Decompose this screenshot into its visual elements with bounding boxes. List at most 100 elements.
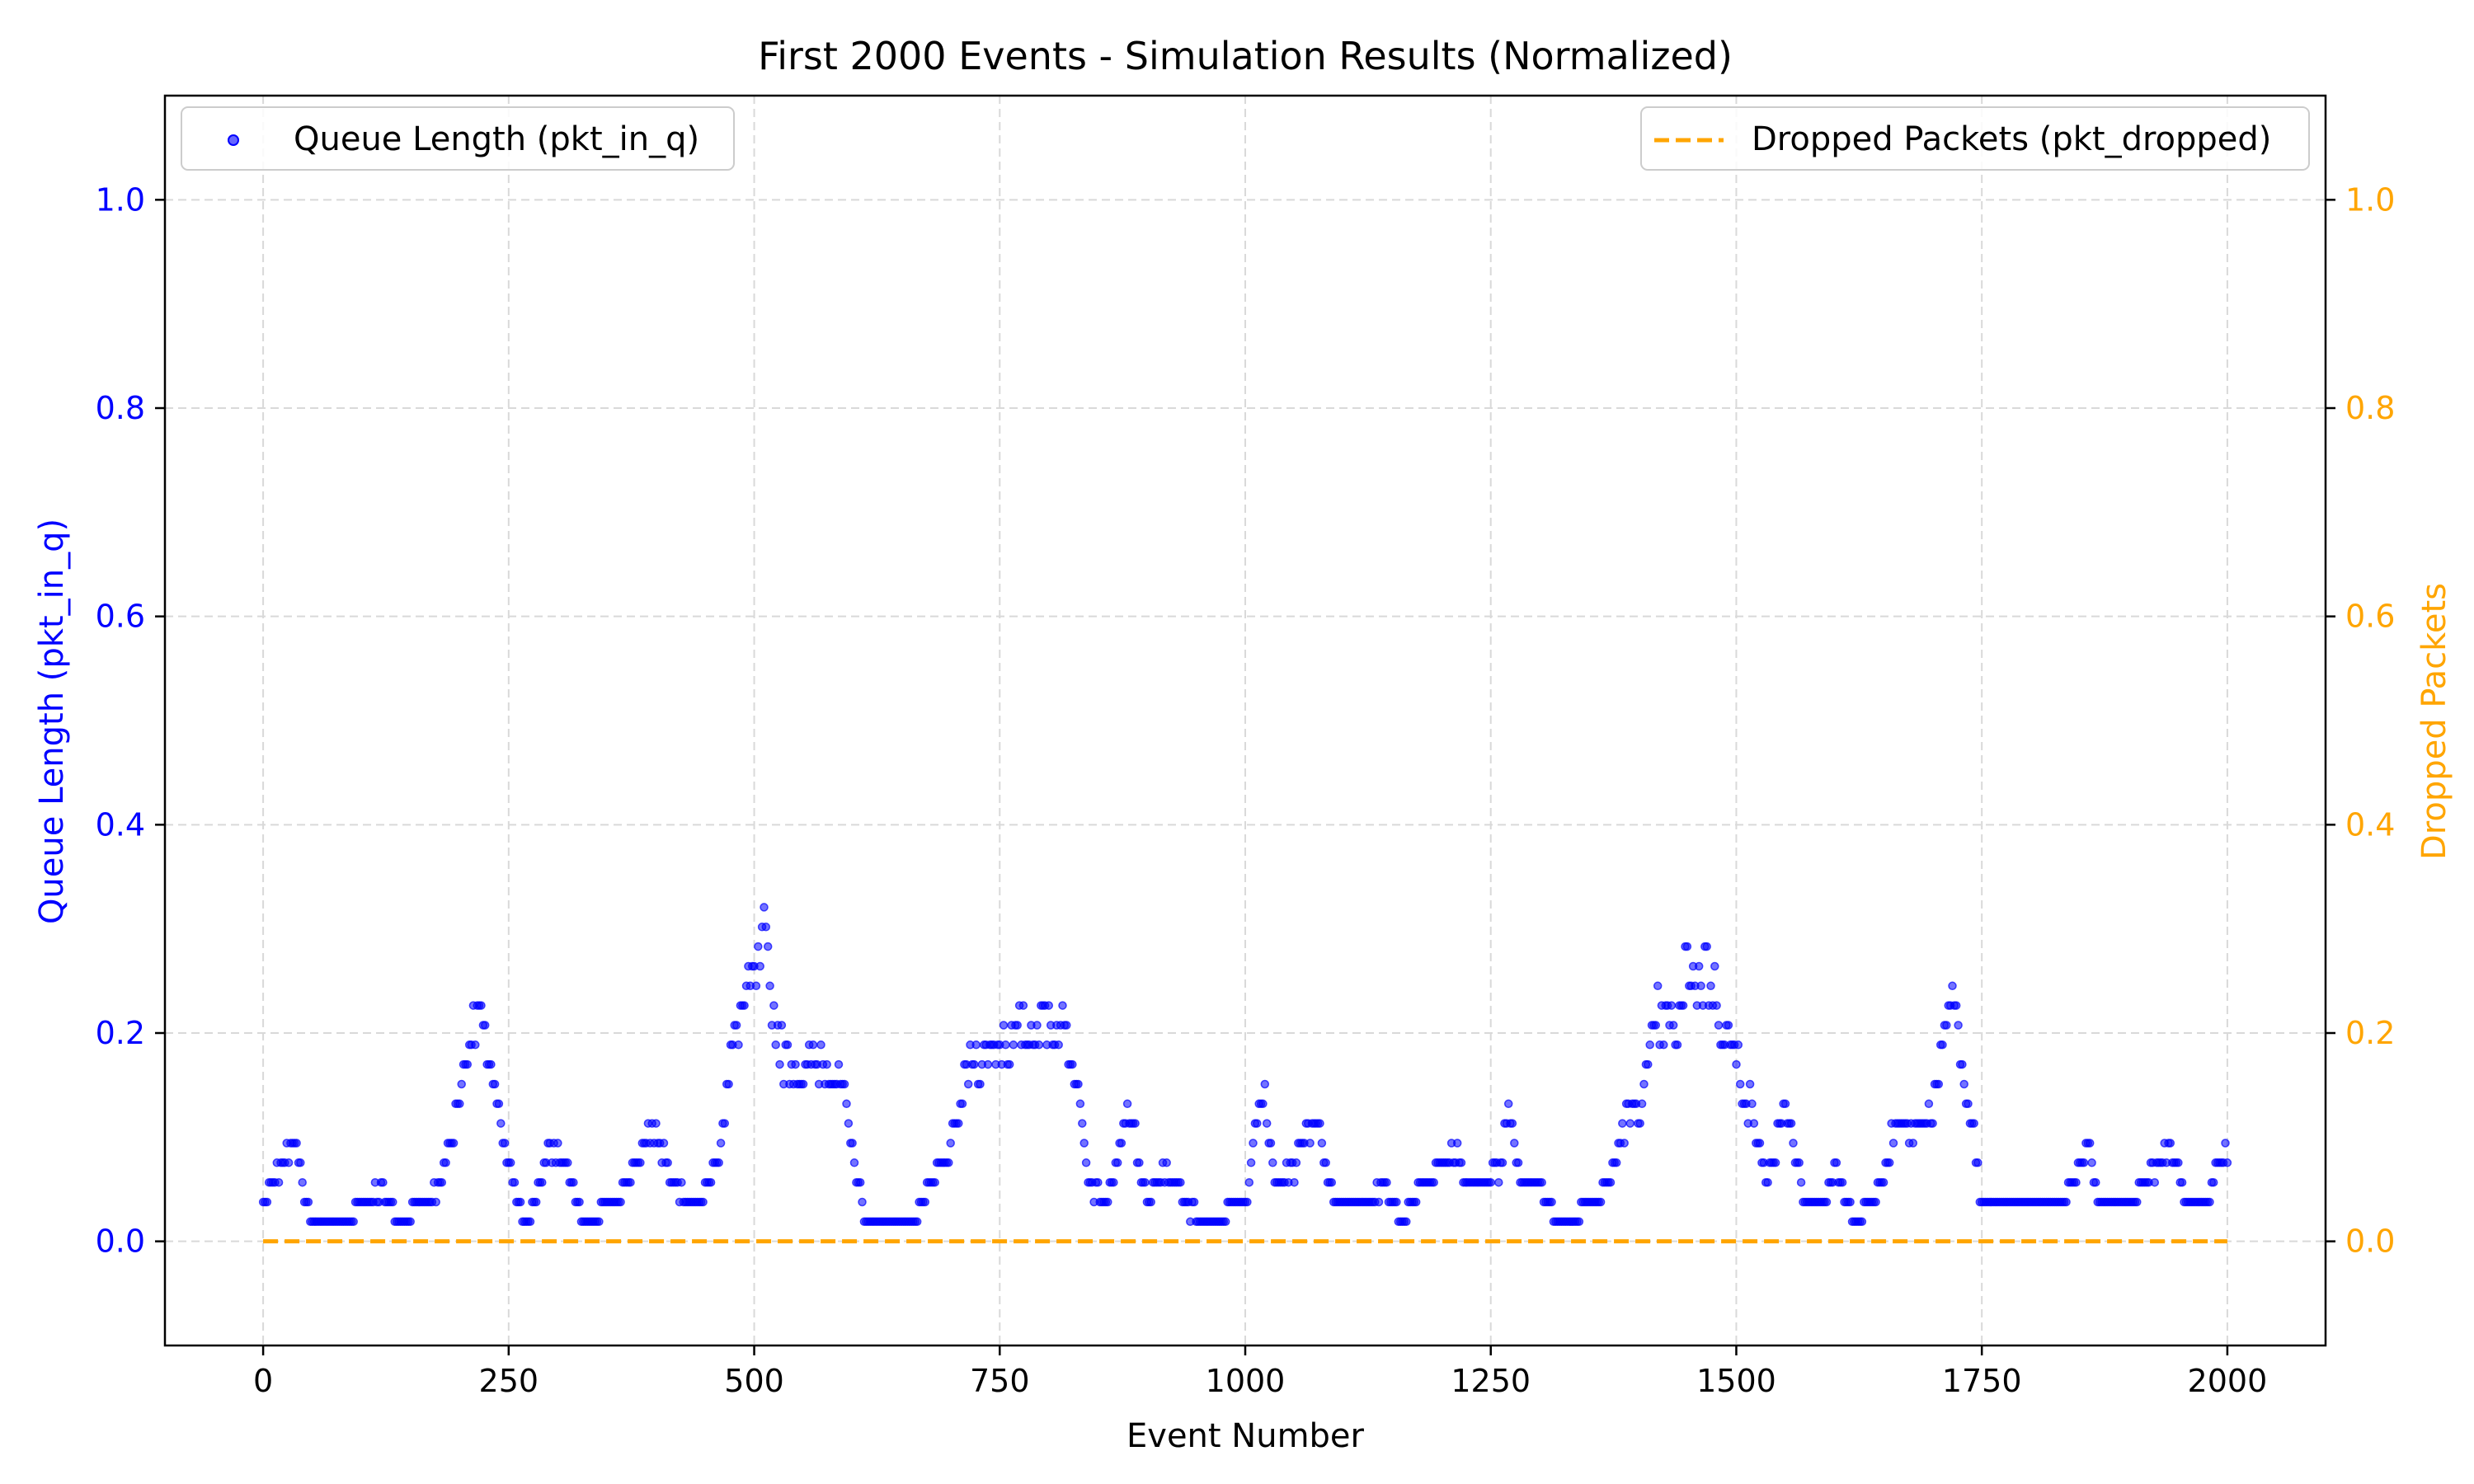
queue-length-point xyxy=(2085,1139,2095,1148)
queue-length-point xyxy=(1094,1177,1103,1187)
queue-length-point xyxy=(595,1217,604,1227)
queue-length-point xyxy=(1452,1139,1462,1148)
queue-length-point xyxy=(1832,1158,1841,1167)
queue-length-point xyxy=(1763,1177,1772,1187)
queue-length-point xyxy=(1780,1099,1790,1109)
queue-length-point xyxy=(379,1177,388,1187)
queue-length-point xyxy=(1735,1079,1745,1089)
queue-length-point xyxy=(1755,1139,1765,1148)
queue-length-point xyxy=(1032,1021,1042,1030)
queue-length-point xyxy=(1954,1021,1963,1030)
queue-length-point xyxy=(1667,1001,1677,1010)
queue-length-point xyxy=(2208,1177,2218,1187)
queue-length-point xyxy=(1745,1079,1755,1089)
queue-length-point xyxy=(1928,1119,1937,1128)
queue-length-point xyxy=(553,1139,562,1148)
queue-length-point xyxy=(659,1139,669,1148)
queue-length-point xyxy=(1771,1158,1780,1167)
queue-length-point xyxy=(1317,1139,1327,1148)
legend-right-box xyxy=(1640,106,2310,171)
queue-length-point xyxy=(663,1158,672,1167)
right-y-tick-label-4: 0.8 xyxy=(2345,390,2395,426)
queue-length-point xyxy=(1651,1021,1661,1030)
queue-length-point xyxy=(1644,1059,1653,1069)
queue-length-point xyxy=(1682,942,1692,951)
queue-length-point xyxy=(1054,1040,1063,1050)
queue-length-point xyxy=(1846,1197,1855,1207)
queue-length-point xyxy=(490,1079,500,1089)
queue-length-point xyxy=(920,1197,930,1207)
legend-left-label: Queue Length (pkt_in_q) xyxy=(294,120,699,158)
queue-length-point xyxy=(808,1040,818,1050)
queue-length-point xyxy=(706,1177,716,1187)
queue-length-point xyxy=(471,1040,480,1050)
legend-left-box xyxy=(181,106,735,171)
queue-length-point xyxy=(487,1059,496,1069)
queue-length-point xyxy=(844,1119,854,1128)
queue-length-point xyxy=(1009,1040,1018,1050)
queue-length-point xyxy=(1078,1119,1087,1128)
x-tick-label-1: 250 xyxy=(479,1363,539,1399)
queue-length-point xyxy=(777,1021,787,1030)
queue-length-point xyxy=(1321,1158,1330,1167)
legend-right: Dropped Packets (pkt_dropped) xyxy=(1640,106,2310,171)
queue-length-point xyxy=(1246,1158,1256,1167)
queue-length-point xyxy=(2222,1158,2232,1167)
left-y-tick-label-4: 0.8 xyxy=(96,390,145,426)
queue-length-point xyxy=(1266,1139,1276,1148)
queue-length-point xyxy=(2205,1197,2214,1207)
queue-length-point xyxy=(651,1119,661,1128)
legend-right-label: Dropped Packets (pkt_dropped) xyxy=(1752,120,2271,158)
queue-length-point xyxy=(912,1217,922,1227)
queue-length-point xyxy=(431,1197,440,1207)
left-y-axis-ticks: 0.0 0.2 0.4 0.6 0.8 1.0 xyxy=(96,181,165,1260)
queue-length-point xyxy=(349,1217,358,1227)
queue-length-point xyxy=(1058,1001,1067,1010)
queue-length-point xyxy=(2087,1158,2096,1167)
queue-length-point xyxy=(1081,1158,1091,1167)
queue-length-point xyxy=(946,1139,955,1148)
queue-length-point xyxy=(1456,1158,1466,1167)
queue-length-point xyxy=(1620,1139,1629,1148)
queue-length-point xyxy=(1079,1139,1089,1148)
queue-length-point xyxy=(1103,1197,1112,1207)
queue-length-point xyxy=(783,1040,793,1050)
queue-length-point xyxy=(298,1177,307,1187)
queue-length-point xyxy=(858,1197,867,1207)
queue-length-point xyxy=(449,1139,459,1148)
queue-length-point xyxy=(1327,1177,1337,1187)
queue-length-point xyxy=(1822,1197,1832,1207)
queue-length-point xyxy=(274,1177,284,1187)
queue-length-point xyxy=(930,1177,939,1187)
queue-length-point xyxy=(816,1040,825,1050)
queue-length-point xyxy=(1871,1197,1880,1207)
queue-length-point xyxy=(303,1197,313,1207)
queue-length-point xyxy=(1068,1059,1077,1069)
queue-length-point xyxy=(1507,1119,1517,1128)
left-y-tick-label-3: 0.6 xyxy=(96,599,145,635)
legend-left: Queue Length (pkt_in_q) xyxy=(181,106,735,171)
x-tick-label-0: 0 xyxy=(253,1363,273,1399)
queue-length-point xyxy=(1109,1177,1118,1187)
queue-length-point xyxy=(771,1040,780,1050)
queue-length-point xyxy=(724,1079,733,1089)
queue-length-point xyxy=(455,1099,464,1109)
queue-length-point xyxy=(1268,1158,1277,1167)
queue-length-point xyxy=(1315,1119,1324,1128)
queue-length-point xyxy=(1837,1177,1847,1187)
queue-length-point xyxy=(760,903,769,912)
x-tick-label-2: 500 xyxy=(724,1363,784,1399)
queue-length-point xyxy=(1141,1177,1150,1187)
queue-length-point xyxy=(720,1119,730,1128)
queue-length-point xyxy=(1013,1021,1022,1030)
queue-length-point xyxy=(2133,1197,2142,1207)
queue-length-point xyxy=(754,942,763,951)
queue-length-point xyxy=(2150,1177,2160,1187)
queue-length-point xyxy=(999,1021,1009,1030)
queue-length-point xyxy=(569,1177,578,1187)
queue-length-point xyxy=(822,1059,831,1069)
queue-length-point xyxy=(494,1099,504,1109)
queue-length-point xyxy=(441,1158,450,1167)
queue-length-point xyxy=(976,1079,985,1089)
